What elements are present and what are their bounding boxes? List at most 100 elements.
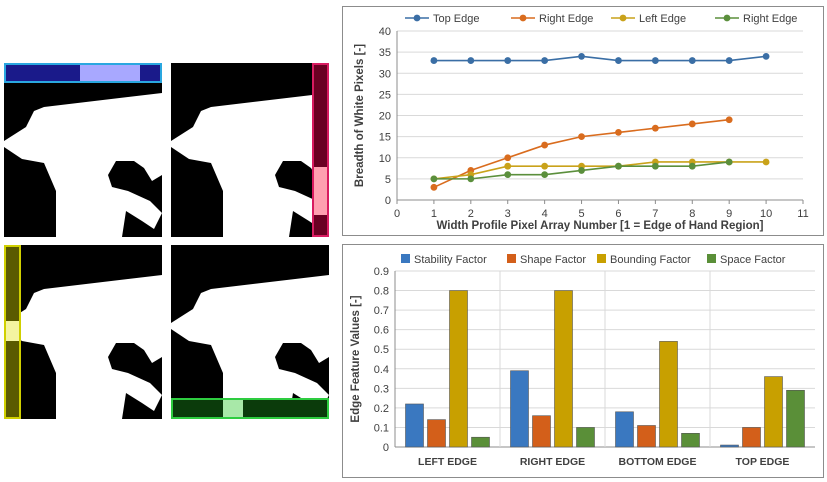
data-point bbox=[762, 158, 770, 166]
legend-swatch bbox=[401, 254, 410, 263]
bar-chart: 0 0.1 0.2 0.3 0.4 0.5 0.6 0.7 0.8 0.9 LEFT EDGE RIG… bbox=[350, 254, 815, 468]
hand-shape bbox=[171, 275, 329, 419]
legend-swatch bbox=[707, 254, 716, 263]
data-point bbox=[615, 57, 622, 64]
x-tick-label: 5 bbox=[578, 208, 584, 220]
bar bbox=[681, 433, 700, 448]
data-point bbox=[688, 57, 696, 64]
bar bbox=[637, 425, 656, 448]
bar bbox=[786, 389, 805, 448]
data-point bbox=[725, 158, 733, 166]
legend-label: Right Edge bbox=[743, 13, 797, 25]
data-point bbox=[725, 57, 733, 64]
y-tick-label: 0.9 bbox=[374, 266, 389, 278]
x-tick-label: 10 bbox=[760, 208, 772, 220]
data-point bbox=[504, 154, 512, 162]
bar bbox=[576, 427, 595, 448]
bar bbox=[532, 415, 551, 448]
data-point bbox=[467, 57, 475, 64]
data-point bbox=[688, 120, 696, 128]
y-tick-label: 15 bbox=[379, 132, 391, 144]
bar bbox=[742, 427, 761, 448]
hand-silhouette-left-edge bbox=[4, 245, 162, 419]
hand-shape bbox=[171, 93, 329, 237]
data-point bbox=[651, 57, 659, 64]
data-point bbox=[430, 183, 438, 191]
legend-label: Bounding Factor bbox=[610, 254, 691, 266]
y-axis-title: Edge Feature Values [-] bbox=[350, 295, 362, 422]
line-chart-frame: 0 5 10 15 20 25 30 35 40 0 1 2 3 4 5 6 7 8 9 10 11 Width Prof… bbox=[342, 6, 824, 236]
bar bbox=[510, 370, 529, 448]
legend-label: Left Edge bbox=[639, 13, 686, 25]
y-tick-label: 40 bbox=[379, 26, 391, 38]
data-point bbox=[615, 162, 622, 170]
data-point bbox=[541, 162, 549, 170]
x-tick-label: 0 bbox=[394, 208, 400, 220]
data-point bbox=[541, 171, 549, 179]
y-tick-label: 10 bbox=[379, 153, 391, 165]
legend-label: Shape Factor bbox=[520, 254, 586, 266]
category-label: LEFT EDGE bbox=[418, 456, 477, 468]
left-edge-hand-overlap bbox=[6, 321, 19, 341]
bar bbox=[427, 419, 446, 448]
data-point bbox=[615, 129, 622, 136]
line-chart: 0 5 10 15 20 25 30 35 40 0 1 2 3 4 5 6 7 8 9 10 11 Width Prof… bbox=[354, 13, 809, 232]
bottom-edge-highlight bbox=[171, 398, 329, 419]
x-tick-label: 8 bbox=[689, 208, 695, 220]
data-point bbox=[651, 124, 659, 132]
data-point bbox=[504, 162, 512, 170]
legend-label: Top Edge bbox=[433, 13, 479, 25]
series-line bbox=[433, 161, 767, 180]
y-tick-label: 20 bbox=[379, 111, 391, 123]
bar bbox=[764, 376, 783, 448]
y-tick-label: 0.5 bbox=[374, 344, 389, 356]
data-point bbox=[651, 162, 659, 170]
bar bbox=[471, 436, 490, 448]
x-tick-label: 2 bbox=[468, 208, 474, 220]
bar bbox=[659, 341, 678, 448]
y-axis-title: Breadth of White Pixels [-] bbox=[354, 44, 366, 187]
top-edge-hand-overlap bbox=[80, 65, 140, 81]
x-tick-label: 9 bbox=[726, 208, 732, 220]
hand-silhouette-bottom-edge bbox=[171, 245, 329, 419]
data-point bbox=[504, 171, 512, 179]
legend-swatch bbox=[507, 254, 516, 263]
y-tick-label: 35 bbox=[379, 47, 391, 59]
data-point bbox=[541, 57, 549, 64]
hand-silhouette-top-edge bbox=[4, 63, 162, 237]
x-tick-label: 1 bbox=[431, 208, 437, 220]
x-tick-label: 3 bbox=[505, 208, 511, 220]
hand-shape bbox=[4, 275, 162, 419]
data-point bbox=[467, 175, 475, 183]
data-point bbox=[430, 175, 438, 183]
y-tick-label: 25 bbox=[379, 89, 391, 101]
data-point bbox=[762, 52, 770, 60]
bar-chart-frame: 0 0.1 0.2 0.3 0.4 0.5 0.6 0.7 0.8 0.9 LEFT EDGE RIG… bbox=[342, 244, 824, 478]
y-tick-label: 0.8 bbox=[374, 286, 389, 298]
y-tick-label: 30 bbox=[379, 68, 391, 80]
legend-marker bbox=[413, 14, 421, 22]
legend-swatch bbox=[597, 254, 606, 263]
legend-marker bbox=[519, 14, 527, 22]
series-line bbox=[433, 118, 730, 189]
legend-marker bbox=[723, 14, 731, 22]
legend-label: Space Factor bbox=[720, 254, 786, 266]
bar bbox=[405, 403, 424, 448]
legend-label: Right Edge bbox=[539, 13, 593, 25]
y-tick-label: 0.6 bbox=[374, 325, 389, 337]
data-point bbox=[725, 116, 733, 124]
bar bbox=[615, 411, 634, 448]
data-point bbox=[430, 57, 438, 64]
y-tick-label: 0 bbox=[383, 442, 389, 454]
data-point bbox=[688, 162, 696, 170]
y-tick-label: 0.2 bbox=[374, 403, 389, 415]
y-tick-label: 0.1 bbox=[374, 422, 389, 434]
legend-marker bbox=[619, 14, 627, 22]
category-label: RIGHT EDGE bbox=[520, 456, 585, 468]
data-point bbox=[578, 52, 585, 60]
y-tick-label: 0.7 bbox=[374, 305, 389, 317]
x-tick-label: 6 bbox=[615, 208, 621, 220]
bottom-edge-hand-overlap bbox=[223, 400, 243, 417]
data-point bbox=[541, 141, 549, 149]
hand-shape bbox=[4, 93, 162, 237]
